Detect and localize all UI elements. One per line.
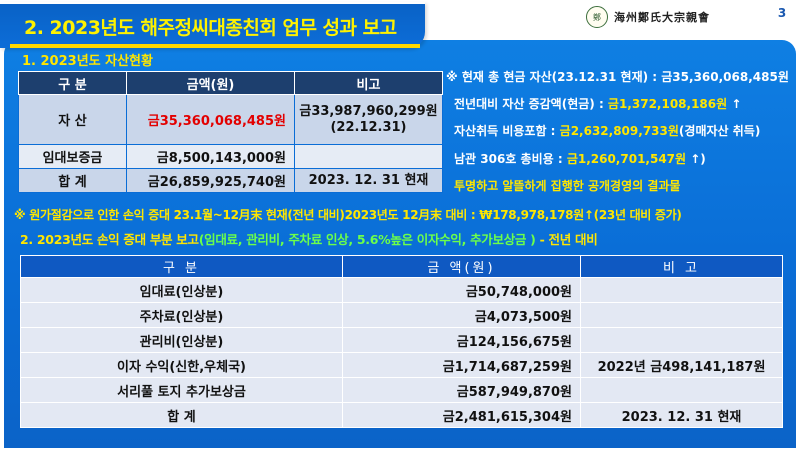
row-note: 2023. 12. 31 현재 [580, 402, 783, 428]
note-line: 금33,987,960,299원 [299, 103, 438, 119]
table-row: 주차료(인상분) 금4,073,500원 [20, 302, 783, 328]
profit-increase-table: 구 분 금 액(원) 비 고 임대료(인상분) 금50,748,000원 주차료… [20, 255, 783, 428]
table-row: 자 산 금35,360,068,485원 금33,987,960,299원 (2… [18, 94, 443, 145]
col-header-amount: 금액(원) [126, 71, 295, 95]
seal-icon: 鄭 [586, 6, 608, 28]
info-line: 남관 306호 총비용 : 금1,260,701,547원 ↑) [454, 150, 706, 167]
row-note: 금33,987,960,299원 (22.12.31) [294, 94, 443, 145]
table-row: 관리비(인상분) 금124,156,675원 [20, 327, 783, 353]
row-note [580, 377, 783, 403]
title-underline [10, 44, 420, 48]
section2-title-suffix: - 전년 대비 [535, 232, 598, 247]
row-amount: 금2,481,615,304원 [342, 402, 581, 428]
table-row: 이자 수익(신한,우체국) 금1,714,687,259원 2022년 금498… [20, 352, 783, 378]
title-bar: 2. 2023년도 해주정씨대종친회 업무 성과 보고 [0, 2, 425, 48]
info-label: 남관 306호 총비용 : [454, 152, 567, 166]
table-row: 서리풀 토지 추가보상금 금587,949,870원 [20, 377, 783, 403]
info-value: 금1,372,108,186원 [607, 97, 728, 111]
page-number: 3 [777, 6, 787, 20]
row-label: 관리비(인상분) [20, 327, 343, 353]
info-value: 금35,360,068,485원 [661, 70, 789, 84]
info-suffix: ↑ [727, 97, 742, 111]
row-note [580, 327, 783, 353]
note-line: (22.12.31) [330, 119, 407, 135]
logo-text: 海州鄭氏大宗親會 [614, 11, 710, 24]
row-amount: 금8,500,143,000원 [126, 144, 295, 169]
org-logo: 鄭 海州鄭氏大宗親會 [586, 6, 710, 28]
row-note [580, 277, 783, 303]
info-value: 금1,260,701,547원 [566, 152, 687, 166]
info-label: ※ 현재 총 현금 자산(23.12.31 현재) : [446, 70, 662, 84]
row-label: 서리풀 토지 추가보상금 [20, 377, 343, 403]
row-label: 합 계 [20, 402, 343, 428]
row-amount: 금35,360,068,485원 [126, 94, 295, 145]
row-note [294, 144, 443, 169]
row-label: 이자 수익(신한,우체국) [20, 352, 343, 378]
cost-savings-summary: ※ 원가절감으로 인한 손익 증대 23.1월~12月末 현재(전년 대비)20… [14, 208, 682, 222]
info-suffix: (경매자산 취득) [678, 124, 761, 138]
info-line: ※ 현재 총 현금 자산(23.12.31 현재) : 금35,360,068,… [446, 68, 789, 85]
section1-title: 1. 2023년도 자산현황 [22, 54, 153, 69]
section2-title-detail: (임대료, 관리비, 주차료 인상, 5.6%높은 이자수익, 추가보상금 ) [198, 232, 536, 247]
profit-table-header: 구 분 금 액(원) 비 고 [20, 255, 783, 278]
row-label: 임대료(인상분) [20, 277, 343, 303]
col-header-note: 비 고 [580, 255, 783, 278]
table-row: 합 계 금26,859,925,740원 2023. 12. 31 현재 [18, 168, 443, 193]
row-note [580, 302, 783, 328]
row-amount: 금1,714,687,259원 [342, 352, 581, 378]
section2-title: 2. 2023년도 손익 증대 부분 보고(임대료, 관리비, 주차료 인상, … [20, 229, 598, 248]
info-conclusion: 투명하고 알뜰하게 집행한 공개경영의 결과물 [454, 179, 681, 193]
row-label: 자 산 [18, 94, 127, 145]
row-amount: 금587,949,870원 [342, 377, 581, 403]
info-value: 금2,632,809,733원 [559, 124, 679, 138]
row-amount: 금26,859,925,740원 [126, 168, 295, 193]
asset-table: 구 분 금액(원) 비고 자 산 금35,360,068,485원 금33,98… [18, 71, 443, 193]
row-note: 2023. 12. 31 현재 [294, 168, 443, 193]
table-row: 합 계 금2,481,615,304원 2023. 12. 31 현재 [20, 402, 783, 428]
row-label: 주차료(인상분) [20, 302, 343, 328]
row-label: 임대보증금 [18, 144, 127, 169]
info-line: 전년대비 자산 증감액(현금) : 금1,372,108,186원 ↑ [454, 95, 741, 112]
asset-table-header: 구 분 금액(원) 비고 [18, 71, 443, 95]
row-note: 2022년 금498,141,187원 [580, 352, 783, 378]
row-amount: 금4,073,500원 [342, 302, 581, 328]
info-label: 자산취득 비용포함 : [454, 124, 560, 138]
info-suffix: ↑) [686, 152, 706, 166]
col-header-category: 구 분 [20, 255, 343, 278]
table-row: 임대보증금 금8,500,143,000원 [18, 144, 443, 169]
page-title: 2. 2023년도 해주정씨대종친회 업무 성과 보고 [24, 17, 397, 39]
section2-title-main: 2. 2023년도 손익 증대 부분 보고 [20, 232, 199, 247]
col-header-category: 구 분 [18, 71, 127, 95]
row-amount: 금124,156,675원 [342, 327, 581, 353]
info-label: 전년대비 자산 증감액(현금) : [454, 97, 608, 111]
table-row: 임대료(인상분) 금50,748,000원 [20, 277, 783, 303]
row-amount: 금50,748,000원 [342, 277, 581, 303]
col-header-amount: 금 액(원) [342, 255, 581, 278]
row-label: 합 계 [18, 168, 127, 193]
col-header-note: 비고 [294, 71, 443, 95]
info-line: 자산취득 비용포함 : 금2,632,809,733원(경매자산 취득) [454, 122, 760, 139]
